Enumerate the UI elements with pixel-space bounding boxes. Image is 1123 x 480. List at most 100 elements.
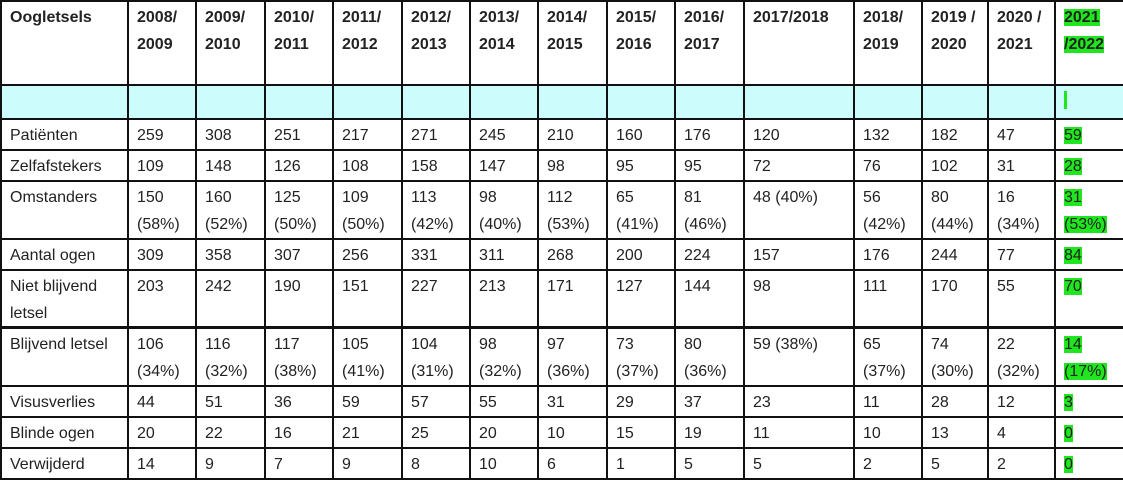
subheader-cell bbox=[127, 84, 197, 120]
subheader-cell bbox=[674, 84, 745, 120]
column-header-label: 2015/ 2016 bbox=[616, 9, 657, 53]
cell-value: 95 bbox=[684, 158, 702, 175]
column-header-label: 2012/ 2013 bbox=[411, 9, 452, 53]
row-label: Zelfafstekers bbox=[0, 149, 129, 182]
cell-value: 65 (37%) bbox=[863, 336, 906, 380]
row-label: Blinde ogen bbox=[0, 416, 129, 449]
cell-value: 95 bbox=[616, 158, 634, 175]
cell-value: 22 (32%) bbox=[997, 336, 1040, 380]
table-cell: 147 bbox=[469, 149, 539, 182]
table-cell: 102 bbox=[921, 149, 989, 182]
table-cell: 10 bbox=[469, 447, 539, 480]
table-cell: 31 bbox=[987, 149, 1056, 182]
table-cell: 10 bbox=[537, 416, 608, 449]
column-header: 2014/ 2015 bbox=[537, 0, 608, 86]
table-cell: 51 bbox=[195, 385, 266, 418]
cell-value: 80 (36%) bbox=[684, 336, 727, 380]
column-header: 2019 / 2020 bbox=[921, 0, 989, 86]
cell-value: 25 bbox=[411, 425, 429, 442]
cell-value: 7 bbox=[274, 456, 283, 473]
table-cell: 56 (42%) bbox=[853, 180, 923, 240]
table-cell: 28 bbox=[1054, 149, 1123, 182]
cell-value: 190 bbox=[274, 278, 301, 295]
table-cell: 157 bbox=[743, 238, 855, 271]
table-cell: 0 bbox=[1054, 416, 1123, 449]
table-cell: 160 (52%) bbox=[195, 180, 266, 240]
subheader-cell bbox=[853, 84, 923, 120]
cell-value: 116 (32%) bbox=[205, 336, 248, 380]
table-cell: 14 (17%) bbox=[1054, 327, 1123, 387]
table-cell: 109 (50%) bbox=[332, 180, 403, 240]
cell-value: 12 bbox=[997, 394, 1015, 411]
table-cell: 171 bbox=[537, 269, 608, 329]
table-cell: 37 bbox=[674, 385, 745, 418]
cell-value: 31 bbox=[997, 158, 1015, 175]
table-cell: 20 bbox=[469, 416, 539, 449]
column-header: 2011/ 2012 bbox=[332, 0, 403, 86]
cell-value: 44 bbox=[137, 394, 155, 411]
subheader-cell bbox=[606, 84, 676, 120]
cell-value: 4 bbox=[997, 425, 1006, 442]
column-header: 2013/ 2014 bbox=[469, 0, 539, 86]
table-row: Patiënten 259 308 251 217 271 245 210 160 176 120 1… bbox=[0, 118, 1123, 151]
cell-value: 20 bbox=[137, 425, 155, 442]
cell-value: 31 (53%) bbox=[1064, 189, 1107, 233]
corner-header: Oogletsels bbox=[0, 0, 129, 86]
table-cell: 12 bbox=[987, 385, 1056, 418]
table-cell: 74 (30%) bbox=[921, 327, 989, 387]
table-cell: 6 bbox=[537, 447, 608, 480]
table-cell: 9 bbox=[195, 447, 266, 480]
cell-value: 10 bbox=[863, 425, 881, 442]
cell-value: 176 bbox=[684, 127, 711, 144]
cell-value: 5 bbox=[931, 456, 940, 473]
cell-value: 77 bbox=[997, 247, 1015, 264]
table-cell: 259 bbox=[127, 118, 197, 151]
table-cell: 190 bbox=[264, 269, 334, 329]
table-cell: 151 bbox=[332, 269, 403, 329]
table-cell: 44 bbox=[127, 385, 197, 418]
cell-value: 0 bbox=[1064, 425, 1073, 442]
cell-value: 113 (42%) bbox=[411, 189, 454, 233]
subheader-cell bbox=[743, 84, 855, 120]
cell-value: 59 (38%) bbox=[753, 336, 818, 353]
table-cell: 57 bbox=[401, 385, 471, 418]
column-header-label: 2013/ 2014 bbox=[479, 9, 520, 53]
cell-value: 9 bbox=[205, 456, 214, 473]
subheader-cell bbox=[987, 84, 1056, 120]
table-cell: 80 (36%) bbox=[674, 327, 745, 387]
column-header: 2012/ 2013 bbox=[401, 0, 471, 86]
cell-value: 28 bbox=[1064, 158, 1082, 175]
table-cell: 16 (34%) bbox=[987, 180, 1056, 240]
table-cell: 176 bbox=[853, 238, 923, 271]
table-cell: 245 bbox=[469, 118, 539, 151]
table-cell: 111 bbox=[853, 269, 923, 329]
cell-value: 76 bbox=[863, 158, 881, 175]
table-cell: 104 (31%) bbox=[401, 327, 471, 387]
cell-value: 5 bbox=[684, 456, 693, 473]
table-cell: 182 bbox=[921, 118, 989, 151]
row-label: Aantal ogen bbox=[0, 238, 129, 271]
table-cell: 98 bbox=[537, 149, 608, 182]
cell-value: 151 bbox=[342, 278, 369, 295]
table-cell: 95 bbox=[606, 149, 676, 182]
table-cell: 20 bbox=[127, 416, 197, 449]
cell-value: 227 bbox=[411, 278, 438, 295]
table-cell: 8 bbox=[401, 447, 471, 480]
cell-value: 2 bbox=[997, 456, 1006, 473]
cell-value: 31 bbox=[547, 394, 565, 411]
row-label: Omstanders bbox=[0, 180, 129, 240]
table-cell: 176 bbox=[674, 118, 745, 151]
table-cell: 76 bbox=[853, 149, 923, 182]
table-cell: 227 bbox=[401, 269, 471, 329]
cell-value: 120 bbox=[753, 127, 780, 144]
cell-value: 358 bbox=[205, 247, 232, 264]
cell-value: 84 bbox=[1064, 247, 1082, 264]
table-cell: 331 bbox=[401, 238, 471, 271]
cell-value: 0 bbox=[1064, 456, 1073, 473]
table-cell: 59 bbox=[332, 385, 403, 418]
table-cell: 4 bbox=[987, 416, 1056, 449]
column-header: 2008/ 2009 bbox=[127, 0, 197, 86]
cell-value: 9 bbox=[342, 456, 351, 473]
cell-value: 55 bbox=[479, 394, 497, 411]
cell-value: 47 bbox=[997, 127, 1015, 144]
